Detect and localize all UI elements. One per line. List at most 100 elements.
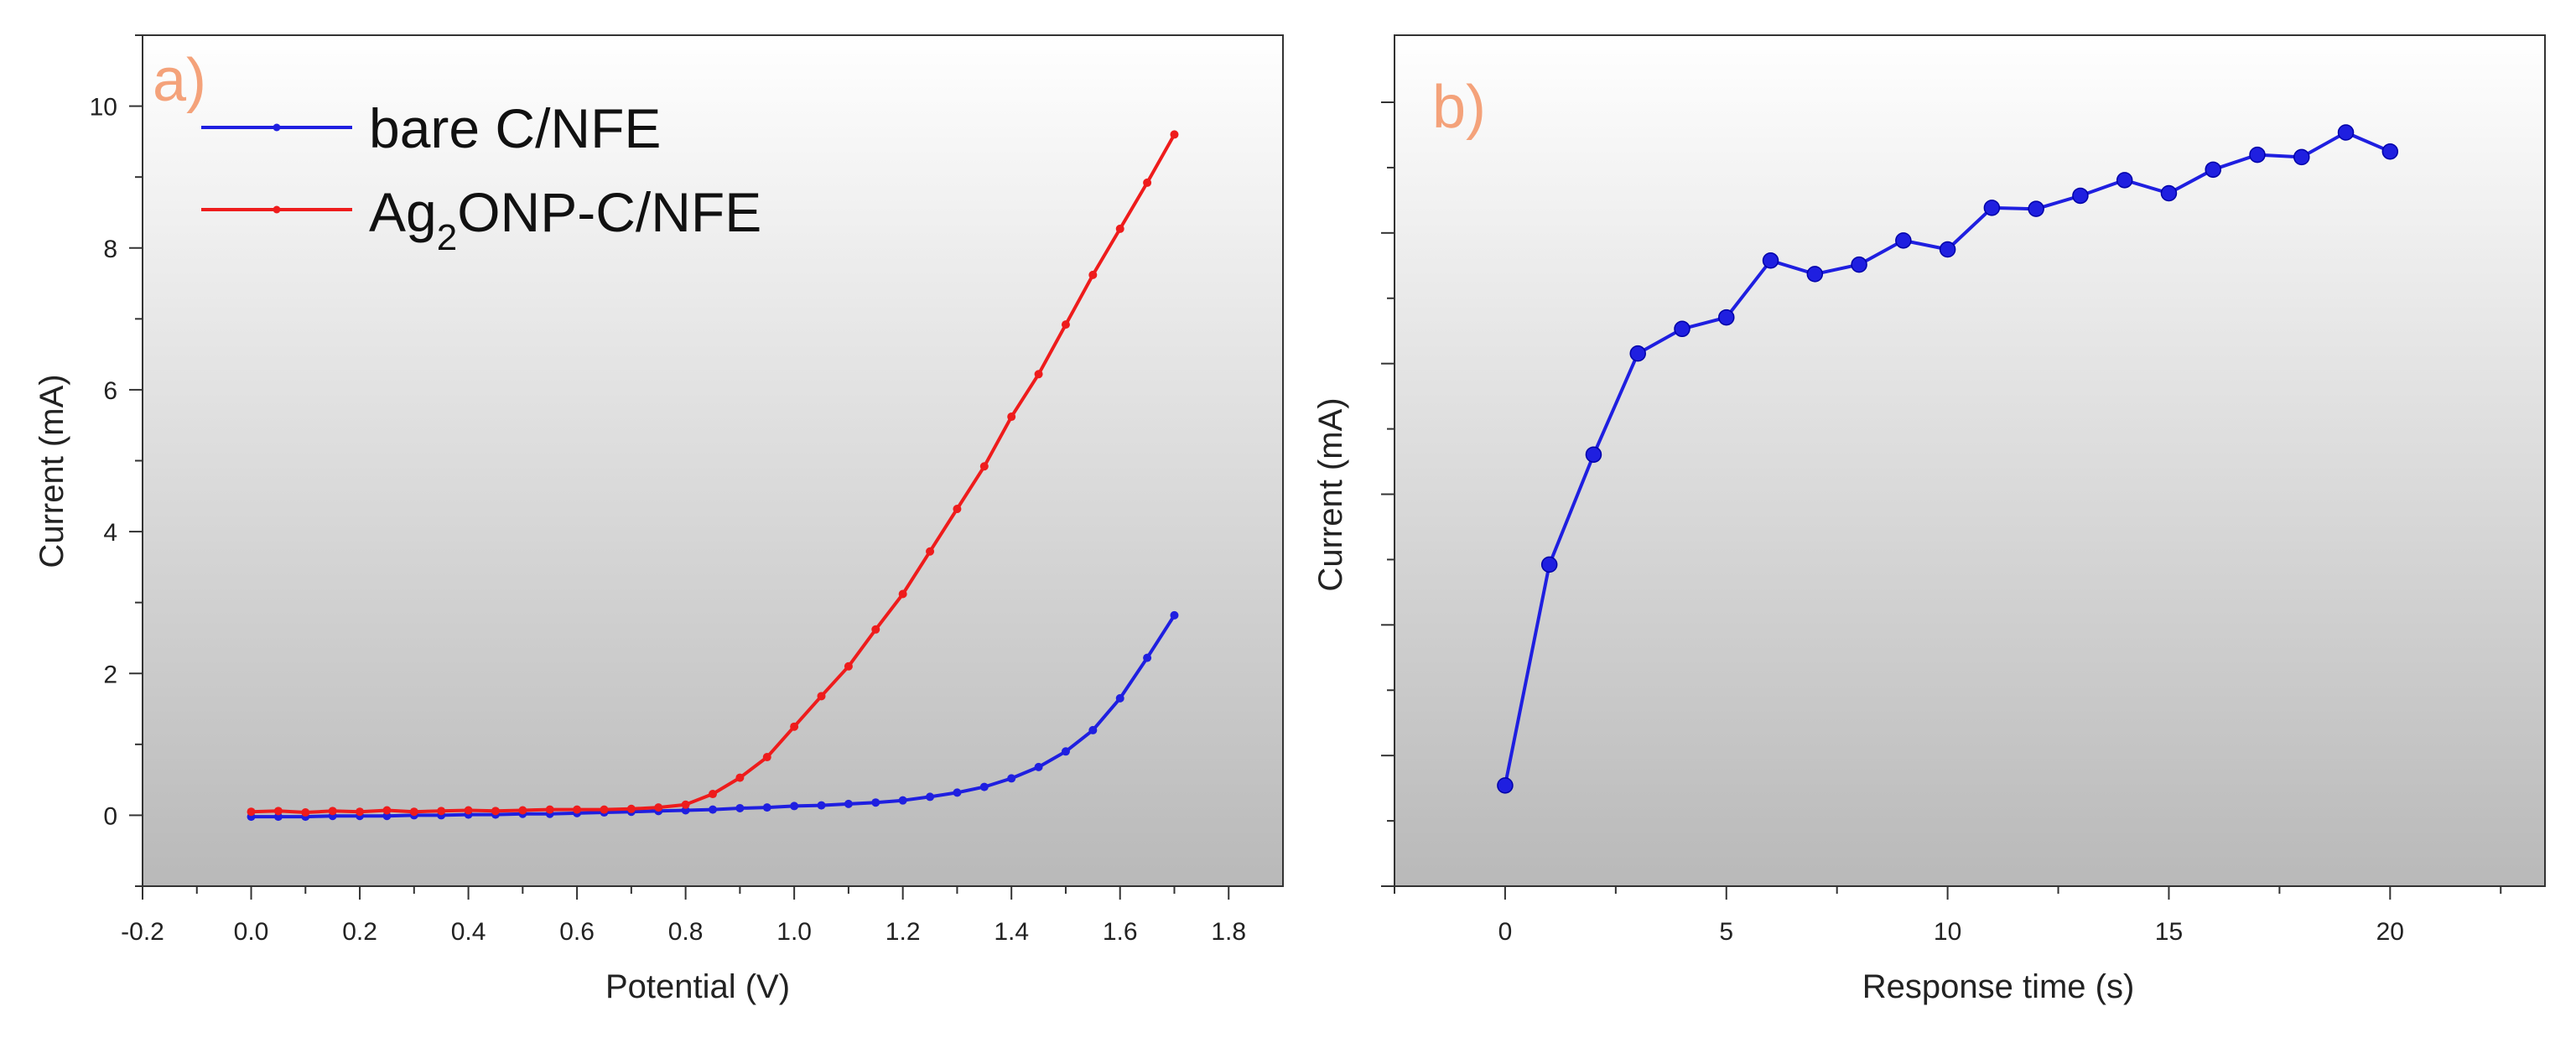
data-point-ag2onp [518,806,527,815]
data-point-ag2onp [301,808,310,817]
chart-b-xtick-label: 20 [2376,918,2404,946]
data-point-ag2onp [1007,412,1016,422]
data-point-ag2onp [1088,270,1098,279]
data-point-ag2onp [898,589,907,599]
data-point-ag2onp [654,803,663,812]
data-point-bare [1143,653,1152,662]
chart-a-ytick-label: 0 [103,802,117,830]
legend-marker-ag2onp [273,205,281,214]
data-point-bare [709,805,717,814]
data-point-bare [1170,610,1179,620]
chart-a-xtick-label: 0.6 [559,918,595,946]
data-point-response [1718,309,1735,326]
data-point-ag2onp [409,807,418,817]
data-point-ag2onp [1170,130,1179,139]
data-point-response [2249,146,2266,163]
chart-a-xtick-label: 0.0 [234,918,269,946]
chart-b-xlabel: Response time (s) [1862,968,2135,1005]
data-point-ag2onp [871,625,880,634]
chart-a-xtick-label: 1.6 [1103,918,1138,946]
data-point-ag2onp [1034,370,1043,379]
chart-a-xtick-label: 1.0 [776,918,812,946]
chart-b: 0 5 10 15 20 b) Response time (s) Current (m… [1312,34,2546,1005]
chart-a-xlabel: Potential (V) [605,968,790,1005]
data-point-bare [1034,762,1043,771]
data-point-response [2028,200,2044,217]
data-point-ag2onp [464,806,473,815]
data-point-ag2onp [328,807,337,816]
data-point-bare [844,799,853,808]
data-point-ag2onp [273,807,283,816]
data-point-ag2onp [762,753,771,762]
chart-b-xtick-label: 10 [1934,918,1961,946]
chart-a-ytick-label: 10 [90,94,117,122]
chart-b-xtick-label: 0 [1498,918,1513,946]
chart-a-ytick-label: 4 [103,519,117,547]
data-point-ag2onp [709,790,717,799]
data-point-response [2381,143,2399,160]
data-point-ag2onp [382,806,392,815]
chart-a-panel-label: a) [153,47,206,114]
data-point-bare [762,803,771,812]
data-point-bare [953,788,962,797]
data-point-response [1629,345,1646,362]
data-point-bare [1088,725,1098,734]
data-point-bare [979,782,989,791]
data-point-bare [1115,693,1124,703]
data-point-bare [898,796,907,805]
data-point-response [1762,252,1779,269]
legend-label-ag2onp: Ag2ONP-C/NFE [369,181,761,258]
chart-a-ytick-label: 2 [103,661,117,688]
chart-b-xtick-label: 5 [1719,918,1733,946]
chart-a-xtick-label: 1.8 [1211,918,1246,946]
chart-a-xtick-label: 0.8 [668,918,704,946]
data-point-ag2onp [437,807,446,816]
data-point-response [1806,266,1824,283]
chart-b-ylabel: Current (mA) [1312,397,1349,591]
chart-a-series [247,130,1179,822]
data-point-response [2293,148,2310,166]
data-point-response [2116,172,2133,189]
legend-marker-bare [273,123,281,132]
data-point-response [2160,184,2178,202]
chart-b-series [1497,124,2399,794]
data-point-response [2337,124,2355,141]
data-point-ag2onp [953,505,962,514]
data-point-ag2onp [545,805,554,814]
chart-a-xtick-label: 0.4 [451,918,486,946]
data-point-bare [871,798,880,807]
data-point-ag2onp [600,805,609,814]
legend-label-bare: bare C/NFE [369,97,661,159]
chart-a-plot-area [142,34,1284,887]
data-point-response [1983,200,2001,216]
data-point-ag2onp [573,805,582,814]
data-point-bare [735,803,745,812]
data-point-ag2onp [681,800,690,809]
data-point-ag2onp [735,773,745,782]
data-point-response [1851,256,1867,273]
data-point-response [1674,320,1690,338]
data-point-ag2onp [1143,178,1152,187]
data-point-ag2onp [790,722,799,731]
data-point-ag2onp [491,807,500,816]
data-point-response [1540,556,1558,573]
chart-b-panel-label: b) [1432,74,1486,141]
data-point-ag2onp [356,807,365,817]
data-point-response [1939,241,1956,258]
data-point-response [1895,232,1912,249]
data-point-bare [1061,747,1070,756]
chart-a-ytick-label: 6 [103,377,117,405]
chart-b-xtick-label: 15 [2155,918,2183,946]
data-point-bare [790,802,799,811]
data-point-response [2072,187,2089,205]
chart-a-ylabel: Current (mA) [34,374,70,568]
chart-b-plot-area [1394,34,2546,887]
chart-b-ticks: 0 5 10 15 20 [1381,101,2502,946]
data-point-ag2onp [817,692,826,701]
data-point-ag2onp [1115,224,1124,233]
data-point-bare [817,801,826,810]
data-point-ag2onp [979,462,989,471]
chart-a-legend: bare C/NFE Ag2ONP-C/NFE [201,97,761,258]
data-point-bare [926,792,935,802]
